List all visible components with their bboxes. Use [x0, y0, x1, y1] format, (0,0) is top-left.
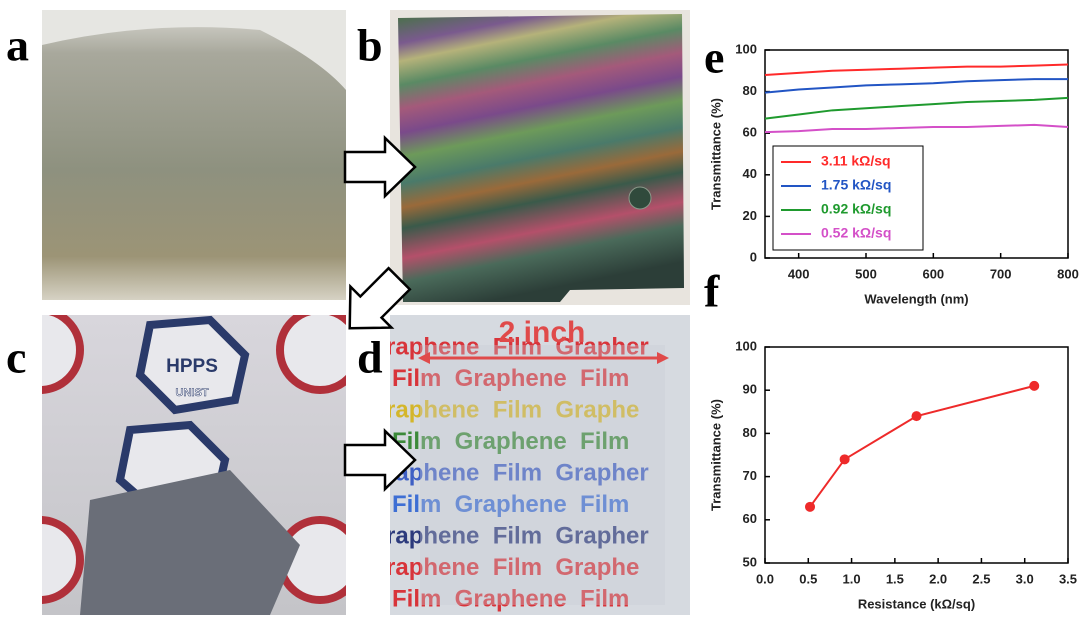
- y-tick-label: 100: [735, 338, 757, 353]
- x-tick-label: 500: [855, 266, 877, 281]
- photo-b: [398, 14, 684, 302]
- series-line: [765, 125, 1068, 132]
- x-tick-label: 2.5: [972, 571, 990, 586]
- series-line: [765, 98, 1068, 119]
- x-tick-label: 3.5: [1059, 571, 1077, 586]
- graphene-film: [420, 345, 665, 605]
- x-tick-label: 700: [990, 266, 1012, 281]
- panel-label: c: [6, 332, 26, 383]
- y-axis-label: Transmittance (%): [708, 98, 723, 210]
- x-tick-label: 600: [922, 266, 944, 281]
- photo-a: [42, 10, 346, 300]
- panel-label: b: [357, 20, 383, 71]
- panel-label: f: [704, 266, 720, 317]
- x-tick-label: 2.0: [929, 571, 947, 586]
- x-tick-label: 1.0: [843, 571, 861, 586]
- legend-label: 3.11 kΩ/sq: [821, 153, 891, 169]
- y-tick-label: 80: [743, 425, 757, 440]
- series-line: [810, 386, 1034, 507]
- figure: HPPS UNIST raphene Film GrapherFilm Grap…: [0, 0, 1081, 620]
- panel-label: e: [704, 32, 724, 83]
- x-tick-label: 3.0: [1016, 571, 1034, 586]
- point: [840, 454, 850, 464]
- scale-label: 2 inch: [499, 316, 586, 349]
- x-tick-label: 800: [1057, 266, 1079, 281]
- panel-label: d: [357, 332, 383, 383]
- y-tick-label: 20: [743, 208, 757, 223]
- panel-label: a: [6, 20, 29, 71]
- legend-label: 0.92 kΩ/sq: [821, 201, 891, 217]
- legend-label: 0.52 kΩ/sq: [821, 225, 891, 241]
- point: [805, 502, 815, 512]
- y-tick-label: 70: [743, 468, 757, 483]
- logo-text: HPPS: [166, 356, 218, 377]
- x-axis-label: Resistance (kΩ/sq): [858, 596, 975, 611]
- y-tick-label: 100: [735, 41, 757, 56]
- x-axis-label: Wavelength (nm): [864, 291, 968, 306]
- x-tick-label: 400: [788, 266, 810, 281]
- y-axis-label: Transmittance (%): [708, 399, 723, 511]
- x-tick-label: 0.5: [799, 571, 817, 586]
- x-tick-label: 0.0: [756, 571, 774, 586]
- legend-label: 1.75 kΩ/sq: [821, 177, 891, 193]
- y-tick-label: 60: [743, 511, 757, 526]
- point: [912, 411, 922, 421]
- y-tick-label: 90: [743, 382, 757, 397]
- y-tick-label: 0: [750, 249, 757, 264]
- y-tick-label: 50: [743, 554, 757, 569]
- plot-frame: [765, 347, 1068, 563]
- y-tick-label: 80: [743, 83, 757, 98]
- logo: [0, 520, 80, 600]
- y-tick-label: 40: [743, 166, 757, 181]
- logo: [280, 310, 360, 390]
- point: [1029, 381, 1039, 391]
- logo-subtext: UNIST: [176, 387, 209, 399]
- series-line: [765, 79, 1068, 93]
- x-tick-label: 1.5: [886, 571, 904, 586]
- y-tick-label: 60: [743, 125, 757, 140]
- series-line: [765, 65, 1068, 75]
- photo-b-spot: [629, 187, 651, 209]
